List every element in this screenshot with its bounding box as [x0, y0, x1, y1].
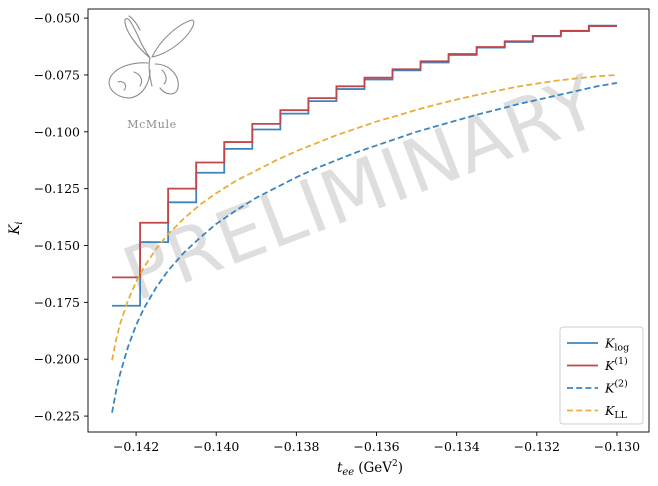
legend-label: Klog: [604, 336, 629, 354]
butterfly-logo-icon: [108, 15, 195, 99]
y-tick-label: −0.200: [34, 352, 80, 367]
legend: Klog K(1) K(2) KLL: [559, 326, 644, 425]
y-tick-label: −0.075: [34, 67, 80, 82]
legend-label: K(2): [604, 379, 628, 396]
legend-box: [559, 326, 644, 425]
x-tick-label: −0.134: [434, 439, 480, 454]
series-line-2: [111, 82, 618, 413]
x-tick-label: −0.136: [353, 439, 399, 454]
y-tick-label: −0.225: [34, 409, 80, 424]
logo-label: McMule: [127, 118, 176, 131]
legend-label: KLL: [604, 403, 628, 421]
series-line-1: [112, 25, 617, 279]
y-tick-label: −0.150: [34, 238, 80, 253]
x-tick-label: −0.142: [113, 439, 159, 454]
plot-frame: [87, 8, 650, 433]
x-tick-label: −0.140: [193, 439, 239, 454]
y-tick-label: −0.175: [34, 295, 80, 310]
mcmule-logo: McMule: [108, 15, 195, 131]
y-tick-label: −0.100: [34, 124, 80, 139]
y-tick-label: −0.050: [34, 11, 80, 26]
y-tick-label: −0.125: [34, 181, 80, 196]
x-axis-title: tee (GeV2): [337, 459, 403, 478]
x-axis: −0.142 −0.140 −0.138 −0.136 −0.134 −0.132 −0.1…: [113, 432, 640, 454]
y-axis-title: Ki: [7, 221, 25, 235]
x-tick-label: −0.138: [273, 439, 319, 454]
legend-label: K(1): [604, 356, 628, 373]
x-tick-label: −0.132: [514, 439, 560, 454]
x-tick-label: −0.130: [594, 439, 640, 454]
series-line-3: [111, 74, 618, 361]
series-layer: [111, 24, 618, 413]
y-axis: −0.225 −0.200 −0.175 −0.150 −0.125 −0.100 −0.0…: [34, 11, 88, 424]
